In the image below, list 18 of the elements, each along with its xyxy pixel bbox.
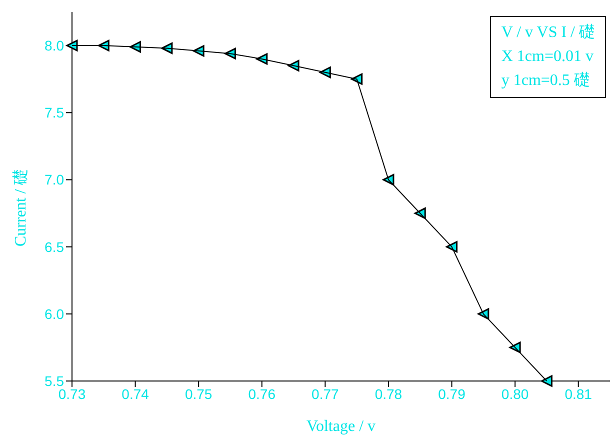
x-axis-title: Voltage / v [306,418,376,435]
x-tick-label: 0.77 [312,386,340,402]
x-tick-label: 0.81 [564,386,592,402]
y-axis-title: Current / 礎 [12,169,30,246]
x-tick-label: 0.79 [438,386,466,402]
annotation: V / v VS I / 礎 [501,22,595,43]
x-tick-label: 0.74 [122,386,150,402]
annotation: X 1cm=0.01 v [501,47,594,67]
y-tick-label: 8.0 [44,38,64,54]
x-tick-label: 0.80 [501,386,529,402]
y-tick-label: 7.0 [44,172,64,188]
x-tick-label: 0.76 [248,386,276,402]
x-tick-label: 0.75 [184,386,212,402]
annotation: y 1cm=0.5 礎 [501,70,591,91]
y-tick-label: 6.0 [44,306,64,322]
y-tick-label: 6.5 [44,238,64,255]
y-tick-label: 7.5 [44,104,64,121]
x-tick-label: 0.78 [374,386,402,402]
